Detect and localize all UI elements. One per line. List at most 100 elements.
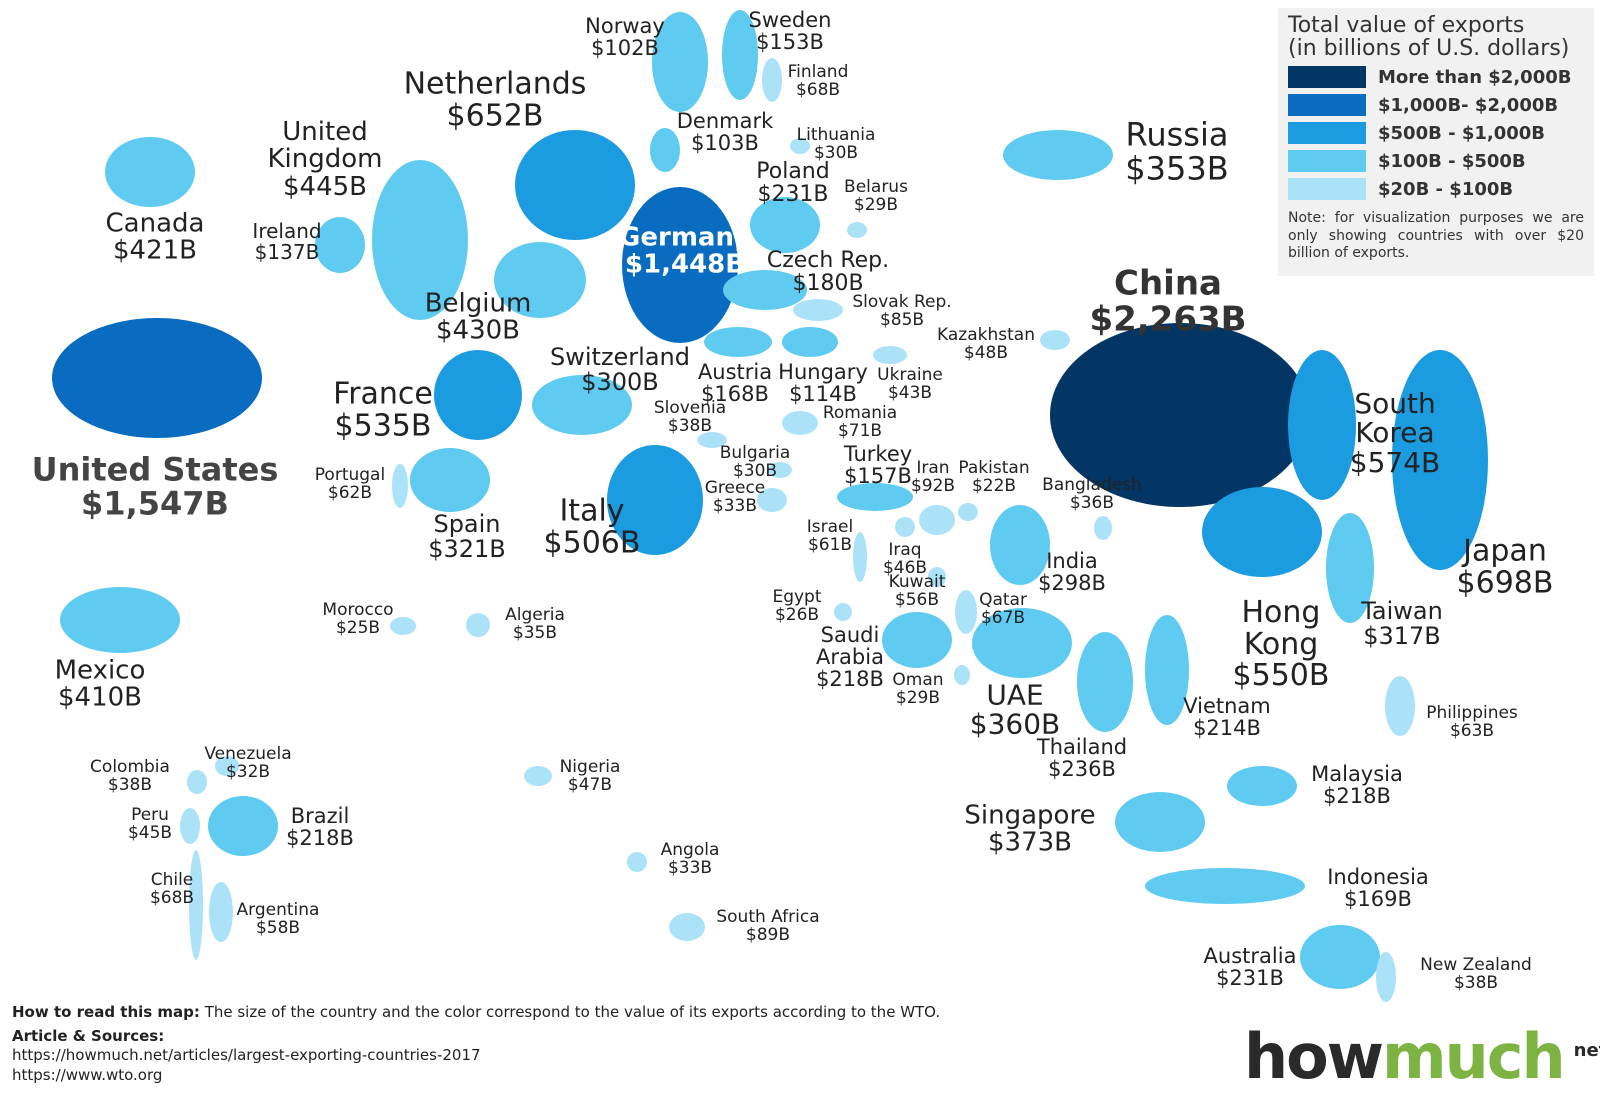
country-label: Sweden $153B xyxy=(749,9,832,53)
country-value: $67B xyxy=(980,608,1026,628)
country-label: Ireland $137B xyxy=(252,221,321,263)
country-shape xyxy=(466,613,490,637)
country-name: Romania xyxy=(822,403,898,424)
country-label: Slovak Rep. $85B xyxy=(852,293,951,330)
country-value: $33B xyxy=(712,496,758,516)
country-name: Japan xyxy=(1463,533,1547,569)
country-value: $218B xyxy=(286,826,354,850)
country-name: Poland xyxy=(756,158,830,184)
country-name: Iraq xyxy=(888,540,922,561)
country-label: Belarus $29B xyxy=(844,177,908,215)
country-value: $47B xyxy=(567,775,613,795)
legend-swatch xyxy=(1288,66,1366,89)
country-shape xyxy=(762,58,782,102)
country-value: $38B xyxy=(667,416,713,436)
country-shape xyxy=(873,346,907,364)
country-name: France xyxy=(333,376,433,412)
country-label: India $298B xyxy=(1038,550,1106,594)
country-label: Angola $33B xyxy=(661,841,720,878)
country-name: Qatar xyxy=(979,590,1027,611)
country-value: $58B xyxy=(255,918,301,938)
sources-label: Article & Sources: xyxy=(12,1026,165,1045)
country-name: South Korea xyxy=(1354,386,1436,450)
country-name: Argentina xyxy=(236,900,320,921)
legend-item: $100B - $500B xyxy=(1288,150,1584,173)
country-name: Thailand xyxy=(1036,734,1128,759)
country-name: Peru xyxy=(131,805,169,826)
source-url[interactable]: https://howmuch.net/articles/largest-exp… xyxy=(12,1046,481,1064)
country-shape xyxy=(105,137,195,207)
country-value: $102B xyxy=(591,36,659,60)
country-value: $218B xyxy=(816,667,884,692)
country-shape xyxy=(895,517,915,537)
country-value: $85B xyxy=(879,310,925,330)
country-value: $410B xyxy=(57,683,143,713)
country-label: Kuwait $56B xyxy=(889,573,946,610)
country-label: Morocco $25B xyxy=(322,601,393,638)
country-value: $26B xyxy=(774,605,820,625)
country-name: Canada xyxy=(105,208,205,239)
legend-item: More than $2,000B xyxy=(1288,66,1584,89)
country-label: Italy $506B xyxy=(544,495,641,559)
country-name: Hungary xyxy=(778,359,868,384)
legend-label: $100B - $500B xyxy=(1378,150,1526,172)
country-label: Netherlands $652B xyxy=(404,68,587,132)
country-label: Colombia $38B xyxy=(90,757,170,795)
country-name: Denmark xyxy=(676,108,774,133)
country-label: Mexico $410B xyxy=(54,655,146,713)
country-shape xyxy=(524,766,552,786)
country-name: China xyxy=(1114,263,1222,304)
country-value: $38B xyxy=(1453,973,1499,993)
country-value: $45B xyxy=(127,823,173,843)
country-shape xyxy=(1145,615,1189,725)
country-value: $236B xyxy=(1048,757,1116,781)
country-value: $68B xyxy=(795,80,841,100)
country-label: Spain $321B xyxy=(428,511,506,562)
country-value: $169B xyxy=(1344,887,1412,911)
country-name: Mexico xyxy=(54,655,146,686)
source-url[interactable]: https://www.wto.org xyxy=(12,1065,163,1084)
country-label: Qatar $67B xyxy=(979,590,1027,628)
country-name: Chile xyxy=(150,870,194,891)
country-shape xyxy=(410,448,490,512)
country-name: Singapore xyxy=(964,800,1096,831)
country-shape xyxy=(837,483,913,511)
country-label: Canada $421B xyxy=(105,208,205,266)
country-label: Austria $168B xyxy=(698,361,772,405)
country-shape xyxy=(669,913,705,941)
country-name: Vietnam xyxy=(1183,693,1271,718)
country-name: Taiwan xyxy=(1361,596,1443,625)
country-label: Chile $68B xyxy=(150,870,194,908)
how-to-text: The size of the country and the color co… xyxy=(204,1003,941,1021)
country-shape xyxy=(723,270,807,310)
how-to-label: How to read this map: xyxy=(12,1003,200,1021)
legend-subtitle: (in billions of U.S. dollars) xyxy=(1288,36,1570,62)
legend: Total value of exports (in billions of U… xyxy=(1278,8,1594,276)
country-shape xyxy=(882,612,952,668)
country-shape xyxy=(1202,487,1322,577)
country-value: $298B xyxy=(1038,571,1106,595)
legend-label: $1,000B- $2,000B xyxy=(1378,94,1559,116)
country-label: Romania $71B xyxy=(822,403,898,441)
country-shape xyxy=(627,852,647,872)
country-name: Pakistan xyxy=(958,458,1030,479)
country-shape xyxy=(532,375,632,435)
country-label: Philippines $63B xyxy=(1426,704,1518,741)
country-value: $373B xyxy=(987,828,1073,858)
country-label: Australia $231B xyxy=(1204,945,1297,989)
country-shape xyxy=(1077,632,1133,732)
country-label: Ukraine $43B xyxy=(877,366,943,403)
country-label: Finland $68B xyxy=(788,63,849,100)
country-value: $35B xyxy=(512,623,558,643)
country-shape xyxy=(750,197,820,253)
country-name: Belarus xyxy=(844,177,908,198)
country-name: Egypt xyxy=(772,587,822,608)
country-shape xyxy=(1050,323,1310,507)
country-label: South Africa $89B xyxy=(716,908,819,945)
country-shape xyxy=(392,464,408,508)
country-label: South Korea $574B xyxy=(1335,389,1455,477)
country-value: $22B xyxy=(971,476,1017,496)
legend-swatch xyxy=(1288,94,1366,117)
country-name: Colombia xyxy=(90,757,170,778)
